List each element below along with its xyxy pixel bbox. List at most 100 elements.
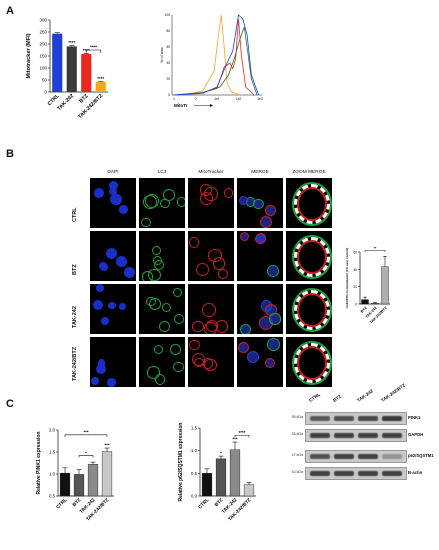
bracket-label: ***	[83, 430, 88, 435]
cell	[176, 196, 185, 207]
cell	[140, 217, 151, 228]
cell	[215, 320, 229, 333]
cell	[107, 377, 117, 387]
cell	[238, 342, 250, 354]
cell	[223, 188, 234, 198]
hist-y-axis-label: % of max	[160, 47, 164, 63]
cell	[173, 287, 183, 297]
microscopy-image-grid	[90, 178, 336, 395]
bar-btz	[73, 474, 85, 497]
band	[358, 471, 378, 476]
y-tick-label: 250	[39, 30, 47, 35]
bar-btz	[215, 458, 227, 497]
y-axis-label: Mitotracker (MFI)	[26, 33, 32, 78]
hist-x-tick-label: 1e1	[214, 97, 220, 101]
molecular-weight-label: 42 kDa	[291, 470, 303, 474]
micrograph-tak-242-btz-lc3	[139, 337, 185, 387]
hist-y-tick-label: 80	[166, 29, 170, 33]
bar-tak-242	[87, 464, 99, 497]
hist-x-tick-label: 1e2	[236, 97, 242, 101]
significance-marker: ****	[68, 40, 75, 45]
band	[358, 454, 378, 459]
hist-x-tick-label: 0	[195, 97, 197, 101]
y-tick-label: 1.5	[49, 450, 56, 455]
cell	[253, 198, 264, 210]
molecular-weight-label: 55 kDa	[291, 415, 303, 419]
significance-bracket	[78, 455, 94, 458]
cell	[195, 263, 210, 277]
cell	[212, 257, 226, 270]
category-label: BTZ	[72, 497, 83, 508]
cell	[189, 339, 200, 351]
cell	[163, 189, 176, 202]
category-label: BTZ	[360, 305, 368, 313]
cell	[192, 320, 204, 332]
significance-marker: ****	[97, 76, 104, 81]
y-tick-label: 0.0	[191, 494, 198, 499]
cell	[264, 357, 275, 368]
cell	[119, 205, 128, 214]
column-header-dapi: DAPI	[107, 170, 119, 175]
cell	[173, 361, 184, 373]
cell	[239, 323, 251, 334]
blot-pink1	[305, 412, 407, 425]
y-tick-label: 200	[39, 42, 47, 47]
y-tick-label: 300	[39, 18, 47, 23]
cell	[260, 215, 273, 228]
band	[334, 471, 354, 476]
hist-y-tick-label: 40	[166, 61, 170, 65]
y-tick-label: 100	[39, 66, 47, 71]
blot-b-actin	[305, 467, 407, 480]
hist-x-tick-label: 1	[173, 97, 175, 101]
hist-series-0	[173, 14, 241, 96]
cell	[123, 266, 135, 279]
band	[358, 433, 378, 438]
y-axis-label: Relative p62/SQSTM1 expression	[178, 423, 184, 502]
micrograph-tak-242-btz-merge	[237, 337, 283, 387]
micrograph-tak-242-mitotracker	[188, 284, 234, 334]
hist-y-tick-label: 60	[166, 45, 170, 49]
bracket-label: ****	[239, 430, 246, 435]
bar-ctrl	[201, 473, 213, 497]
y-tick-label: 1.0	[49, 472, 56, 477]
micrograph-btz-merge	[237, 231, 283, 281]
category-label: CTRL	[197, 497, 210, 510]
y-tick-label: 0.5	[191, 471, 198, 476]
bar-ctrl	[59, 472, 71, 497]
significance-bracket	[64, 434, 108, 437]
cell	[154, 344, 164, 355]
bar-tak-242-btz	[101, 451, 113, 497]
cell	[146, 296, 156, 307]
panel-letter-a: A	[6, 5, 14, 17]
cell	[100, 263, 109, 272]
y-tick-label: 0	[44, 90, 47, 95]
micrograph-tak-242-dapi	[90, 284, 136, 334]
western-blot: CTRL BTZ TAK-242 TAK-242/BTZ 55 kDa PINK1 36 k…	[292, 383, 434, 532]
micrograph-tak-242-btz-dapi	[90, 337, 136, 387]
hist-series-1	[173, 18, 255, 96]
micrograph-ctrl-merge	[237, 178, 283, 228]
band	[382, 433, 402, 438]
cell	[95, 363, 106, 375]
band	[310, 433, 330, 438]
cell	[202, 303, 216, 317]
panel-letter-b: B	[6, 148, 14, 160]
bracket-label: *	[85, 450, 87, 455]
hist-x-tick-label: 1e3	[257, 97, 263, 101]
bracket-label: **	[374, 246, 377, 250]
micrograph-btz-mitotracker	[188, 231, 234, 281]
cell	[109, 188, 117, 196]
cell	[269, 313, 281, 325]
cell	[173, 313, 185, 325]
protein-label: GAPDH	[408, 432, 424, 437]
micrograph-tak-242-merge	[237, 284, 283, 334]
band	[334, 416, 354, 421]
band	[334, 433, 354, 438]
band	[310, 471, 330, 476]
micrograph-btz-dapi	[90, 231, 136, 281]
significance-marker: ***	[232, 437, 237, 442]
y-tick-label: 1.0	[191, 448, 198, 453]
y-tick-label: 2.0	[49, 428, 56, 433]
y-tick-label: 1.5	[191, 426, 198, 431]
